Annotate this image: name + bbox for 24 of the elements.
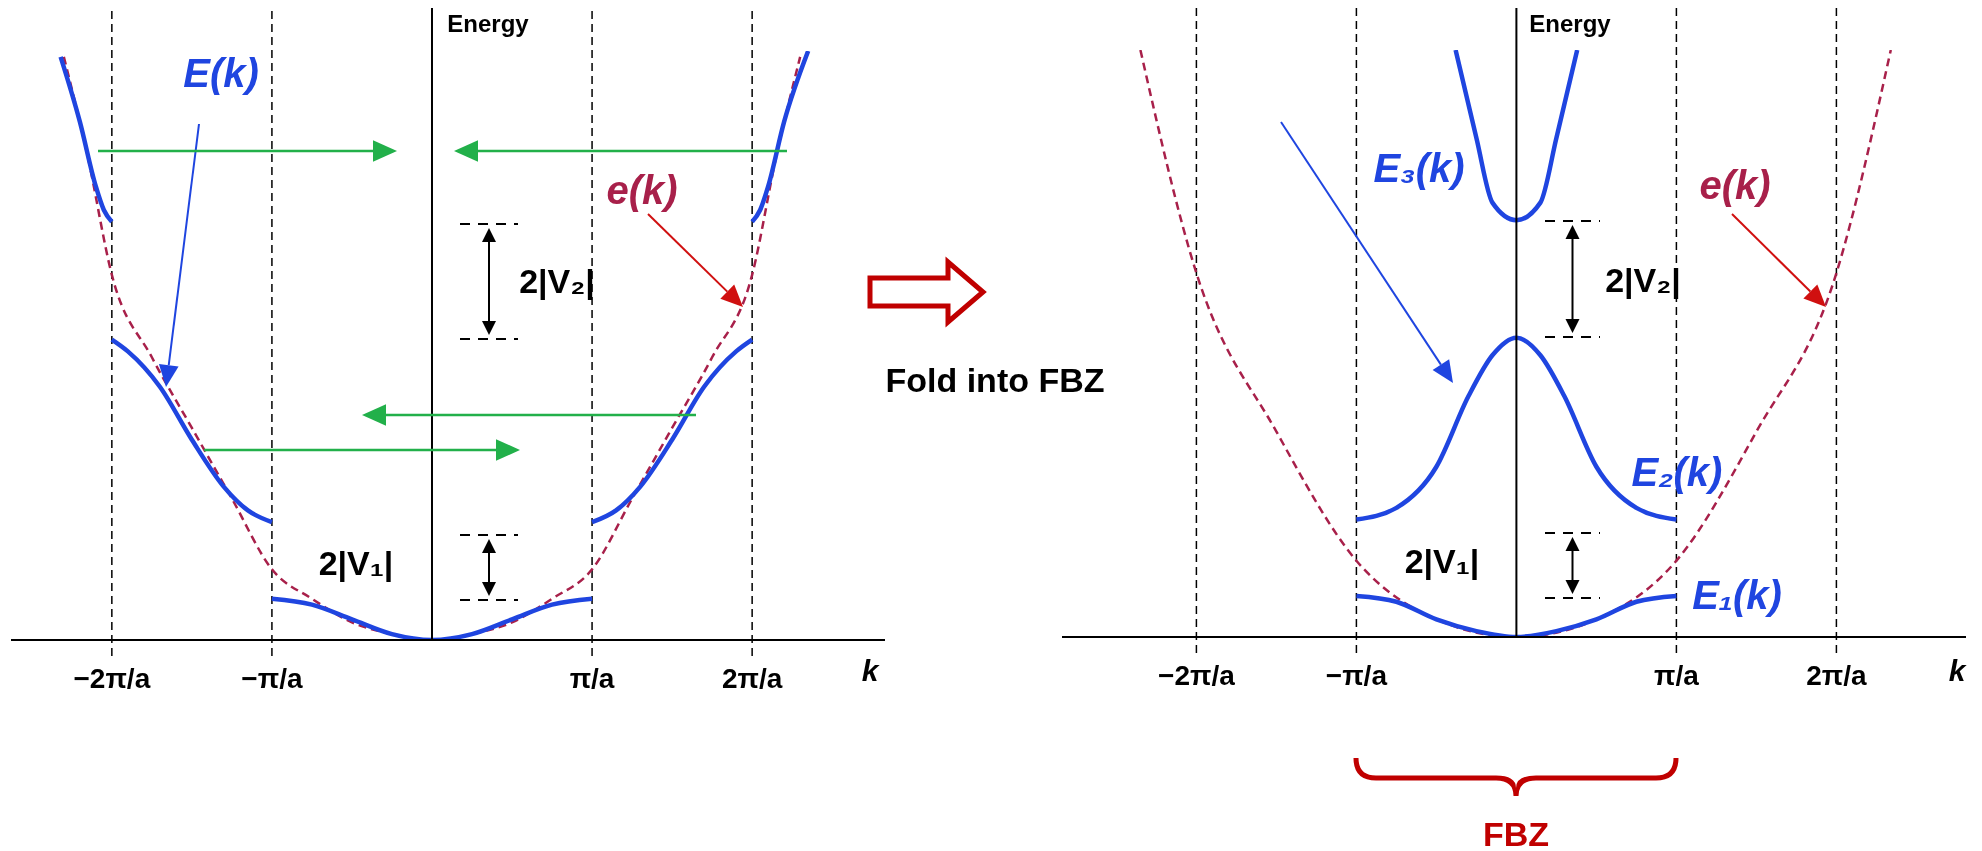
series-label: E₂(k) [1631, 450, 1723, 494]
y-axis-title: Energy [1529, 9, 1612, 37]
x-tick-label: −π/a [241, 663, 303, 694]
annotation: Fold into FBZ [885, 361, 1105, 399]
text: e(k) [606, 168, 678, 212]
x-axis-title: k [1948, 653, 1967, 687]
x-tick-label: 2π/a [1806, 660, 1867, 691]
y-axis-title: Energy [447, 9, 530, 37]
x-tick-label: −2π/a [1158, 660, 1236, 691]
annotation: 2|V₂| [519, 262, 595, 300]
x-tick-label: 2π/a [721, 663, 783, 694]
series-label: E₁(k) [1692, 573, 1782, 617]
x-tick-label: π/a [1654, 660, 1700, 691]
text: E(k) [183, 51, 259, 95]
x-tick-label: −π/a [1325, 660, 1388, 691]
annotation: 2|V₂| [1605, 261, 1681, 299]
text: FBZ [1482, 815, 1550, 851]
annotation: 2|V₁| [318, 544, 394, 582]
series-label: E₃(k) [1373, 146, 1465, 190]
text: e(k) [1699, 163, 1771, 207]
annotation: 2|V₁| [1404, 542, 1480, 580]
x-tick-label: −2π/a [73, 663, 151, 694]
x-axis-title: k [861, 653, 880, 687]
x-tick-label: π/a [569, 663, 615, 694]
